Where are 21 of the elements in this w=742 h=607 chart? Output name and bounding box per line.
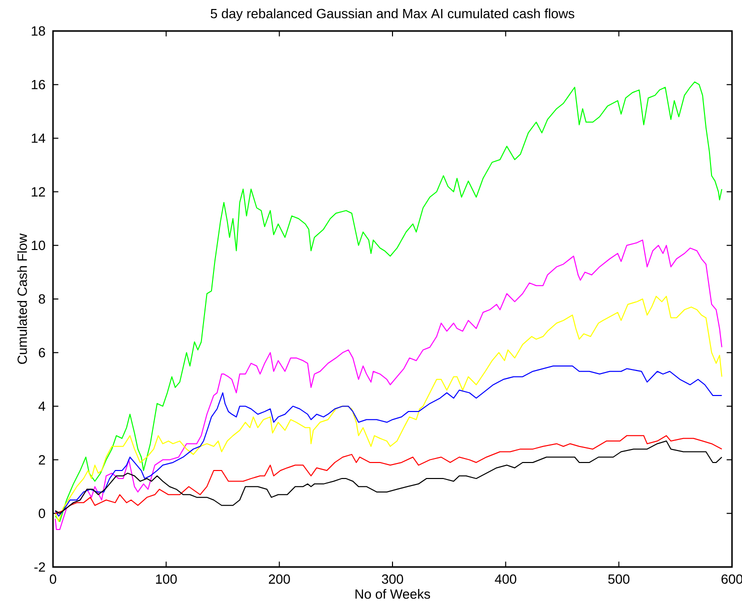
y-tick-label: 8	[38, 294, 46, 304]
x-tick-label: 400	[494, 574, 516, 584]
y-tick-label: 4	[38, 402, 46, 411]
y-tick-label: 0	[38, 508, 46, 518]
x-tick-label: 100	[156, 574, 177, 584]
y-tick-label: -2	[34, 562, 45, 572]
y-tick-label: 6	[38, 348, 46, 358]
chart-title: 5 day rebalanced Gaussian and Max AI cumulated cash flows	[210, 8, 574, 21]
y-tick-label: 18	[32, 26, 46, 36]
y-tick-label: 14	[32, 134, 46, 143]
x-tick-label: 0	[50, 574, 56, 584]
x-axis-title: No of Weeks	[356, 588, 430, 599]
y-axis-title: Cumulated Cash Flow	[17, 233, 27, 364]
x-tick-label: 300	[382, 574, 404, 584]
y-tick-label: 2	[38, 455, 45, 464]
x-tick-label: 200	[268, 574, 290, 584]
x-tick-label: 500	[608, 574, 630, 584]
line-series	[54, 240, 722, 530]
y-tick-label: 12	[32, 187, 45, 196]
y-tick-label: 10	[32, 240, 46, 250]
y-tick-label: 16	[32, 80, 46, 90]
